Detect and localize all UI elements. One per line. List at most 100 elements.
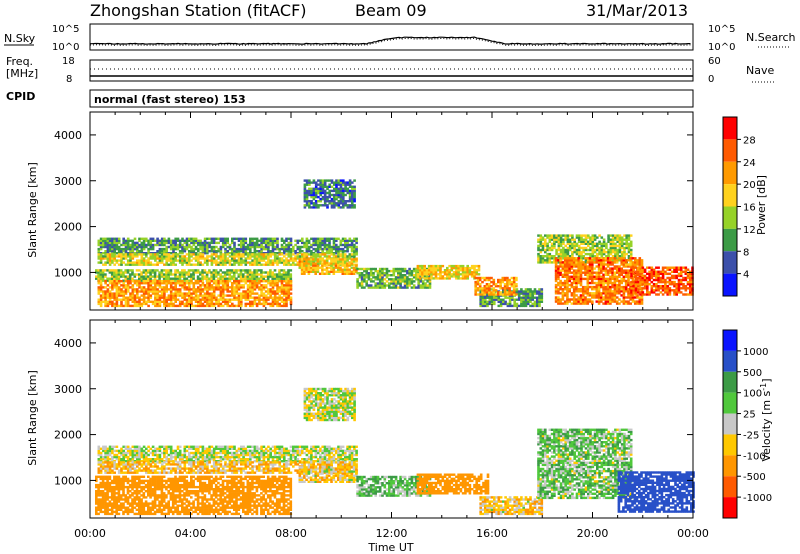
power-cell	[515, 304, 519, 308]
power-cell	[561, 275, 565, 278]
power-cell	[257, 277, 261, 280]
power-cell	[316, 250, 320, 253]
power-cell	[244, 282, 248, 285]
power-cell	[568, 283, 571, 287]
power-cell	[165, 257, 168, 260]
power-cell	[561, 298, 565, 301]
power-cell	[337, 245, 340, 249]
power-cell	[593, 236, 597, 239]
power-cell	[249, 282, 252, 285]
power-cell	[142, 245, 146, 249]
power-cell	[418, 277, 422, 280]
power-cell	[260, 237, 263, 240]
power-cell	[476, 283, 480, 286]
power-cell	[169, 296, 173, 299]
power-cell	[102, 292, 105, 295]
power-cell	[149, 253, 153, 256]
power-cell	[319, 243, 322, 247]
power-cell	[126, 237, 130, 240]
power-cell	[262, 237, 266, 240]
power-cell	[197, 296, 200, 299]
power-cell	[593, 248, 597, 252]
power-cell	[493, 302, 496, 306]
power-cell	[330, 197, 334, 201]
power-cell	[474, 293, 477, 296]
power-cell	[287, 241, 291, 245]
power-cell	[439, 273, 442, 276]
power-cell	[314, 247, 318, 251]
power-cell	[278, 280, 281, 283]
power-cell	[131, 263, 135, 266]
power-cell	[571, 246, 574, 250]
power-cell	[120, 255, 123, 258]
power-cell	[253, 284, 257, 287]
power-cell	[149, 261, 153, 264]
power-cell	[609, 294, 612, 297]
cpid-panel-frame	[89, 89, 694, 108]
power-cell	[104, 241, 107, 245]
power-cell	[203, 257, 207, 260]
power-cell	[563, 302, 567, 305]
power-cell	[317, 179, 320, 182]
power-cell	[477, 264, 481, 268]
power-cell	[214, 275, 218, 278]
power-cell	[417, 286, 420, 289]
power-cell	[115, 237, 119, 240]
power-cell	[427, 271, 431, 274]
power-cell	[339, 262, 342, 265]
power-cell	[588, 285, 592, 289]
power-cell	[165, 282, 168, 285]
power-cell	[339, 263, 343, 266]
power-cell	[627, 275, 630, 278]
power-cell	[538, 298, 541, 301]
power-cell	[99, 300, 103, 303]
power-cell	[620, 267, 623, 270]
power-cell	[117, 273, 121, 276]
power-cell	[455, 271, 458, 274]
power-cell	[611, 261, 614, 264]
power-cell	[622, 279, 626, 283]
power-cell	[566, 267, 569, 270]
power-cell	[563, 261, 567, 264]
power-cell	[372, 272, 375, 275]
power-cell	[588, 269, 592, 272]
power-cell	[580, 250, 583, 254]
power-cell	[499, 280, 502, 284]
power-cell	[615, 267, 619, 270]
power-cell	[253, 250, 257, 253]
power-cell	[328, 183, 331, 186]
power-cell	[303, 179, 307, 182]
power-cell	[269, 243, 272, 247]
power-cell	[476, 293, 480, 296]
power-cell	[158, 250, 162, 253]
power-cell	[634, 285, 638, 288]
power-cell	[417, 278, 420, 281]
power-cell	[355, 245, 358, 249]
power-cell	[126, 304, 130, 308]
power-cell	[260, 294, 263, 297]
power-cell	[432, 264, 436, 268]
power-cell	[461, 266, 465, 270]
power-cell	[577, 288, 580, 291]
power-cell	[600, 267, 603, 270]
date-title: 31/Mar/2013	[586, 1, 688, 20]
power-cell	[264, 261, 268, 264]
power-cell	[228, 263, 232, 266]
power-cell	[537, 244, 540, 248]
power-cell	[554, 283, 558, 287]
power-cell	[97, 300, 101, 303]
power-cell	[629, 285, 632, 289]
power-cell	[319, 185, 322, 188]
power-cell	[591, 288, 594, 291]
power-cell	[508, 296, 512, 299]
power-cell	[586, 300, 590, 303]
power-cell	[147, 277, 150, 280]
power-cell	[113, 263, 116, 266]
power-cell	[325, 250, 329, 253]
power-cell	[584, 265, 587, 268]
power-cell	[591, 259, 594, 262]
power-cell	[203, 261, 207, 264]
power-cell	[575, 269, 578, 272]
power-cell	[285, 273, 288, 276]
power-cell	[242, 261, 245, 264]
